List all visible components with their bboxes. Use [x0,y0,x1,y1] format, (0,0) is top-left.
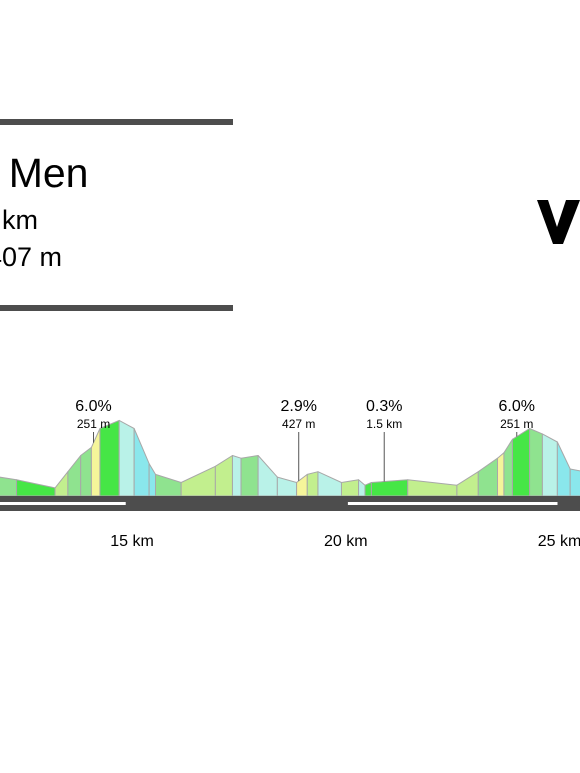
road-segment-marker [347,502,558,505]
profile-segment [257,455,278,497]
brand-logo-icon [537,200,580,244]
profile-segment [231,455,242,497]
profile-segment [407,479,458,497]
annotation-grade: 2.9% [280,398,316,415]
header-rule-bottom [0,305,233,311]
elevation-text: : 407 m [0,242,63,272]
profile-segment [306,471,319,497]
annotation-grade: 6.0% [499,398,535,415]
profile-segment [148,463,157,497]
profile-segment [503,438,513,497]
annotation-length: 427 m [282,417,315,431]
profile-segment [477,457,499,497]
profile-segment [370,479,409,497]
profile-segment [155,473,182,497]
profile-segment [180,465,216,497]
profile-segment [456,471,479,497]
annotation-grade: 6.0% [75,398,111,415]
profile-area-group [0,419,580,497]
profile-segment [214,455,233,497]
tick-group: 15 km 20 km 25 km [110,533,580,550]
annotation-length: 251 m [500,417,533,431]
profile-segment [364,482,372,497]
profile-segment [80,446,92,497]
x-tick-label: 15 km [110,533,154,550]
annotation-group: 6.0% 251 m 2.9% 427 m 0.3% 1.5 km 6.0% 251 m [75,398,535,482]
profile-segment [541,433,558,497]
profile-segment [296,473,308,497]
profile-segment [497,452,505,497]
profile-segment [511,428,531,497]
profile-segment [556,441,571,497]
profile-segment [340,479,360,497]
annotation-grade: 0.3% [366,398,402,415]
profile-segment [317,471,342,497]
profile-segment [99,419,120,497]
profile-segment [67,455,82,497]
profile-segment [240,455,259,497]
profile-segment [276,476,298,497]
header-rule-top [0,119,233,125]
profile-segment [0,476,18,497]
profile-segment [358,479,366,497]
profile-segment [16,479,56,497]
profile-segment [118,419,135,497]
profile-segment [529,428,543,497]
annotation-length: 251 m [77,417,110,431]
profile-chart: 6.0% 251 m 2.9% 427 m 0.3% 1.5 km 6.0% 251 m 15… [0,398,580,550]
road-segment-marker [0,502,126,505]
x-tick-label: 25 km [538,533,580,550]
profile-segment [133,428,150,497]
distance-text: .8 km [0,205,39,235]
profile-segment [569,468,580,497]
x-tick-label: 20 km [324,533,368,550]
profile-segment [54,471,69,497]
road-bar [0,496,580,511]
road-group [0,496,580,511]
profile-segment [90,428,101,497]
page-title: T Men [0,150,89,196]
annotation-length: 1.5 km [366,417,402,431]
